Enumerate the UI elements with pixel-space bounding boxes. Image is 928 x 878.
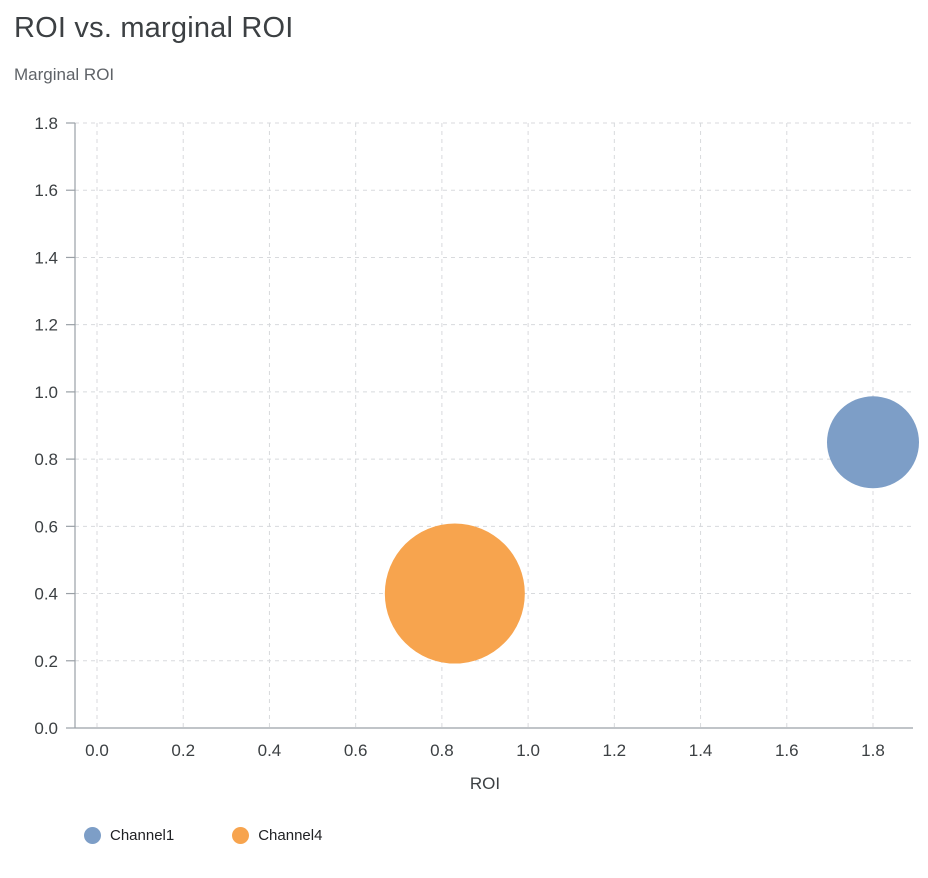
y-tick-label: 1.4 xyxy=(34,248,58,267)
chart-card: ROI vs. marginal ROI Marginal ROI 0.0 0.2… xyxy=(14,12,928,844)
y-tick-label: 0.8 xyxy=(34,450,58,469)
y-tick-label: 1.8 xyxy=(34,114,58,133)
x-tick-label: 1.4 xyxy=(689,741,713,760)
y-tick-label: 0.4 xyxy=(34,585,58,604)
x-axis-title: ROI xyxy=(470,774,500,793)
x-tick-label: 1.0 xyxy=(516,741,540,760)
legend-dot-channel1 xyxy=(84,827,101,844)
y-tick-label: 0.2 xyxy=(34,652,58,671)
legend-label: Channel4 xyxy=(258,827,323,844)
bubbles xyxy=(384,396,919,664)
x-tick-label: 0.6 xyxy=(344,741,368,760)
bubble-channel1[interactable] xyxy=(827,396,919,489)
y-tick-label: 1.0 xyxy=(34,383,58,402)
legend-label: Channel1 xyxy=(110,827,175,844)
bubble-channel4[interactable] xyxy=(384,523,525,664)
bubble-chart: 0.0 0.2 0.4 0.6 0.8 1.0 1.2 1.4 1.6 1.8 0.0 0.2 0.4 0… xyxy=(34,114,919,793)
y-tick-label: 1.2 xyxy=(34,316,58,335)
x-tick-label: 1.6 xyxy=(775,741,799,760)
legend-item-channel4: Channel4 xyxy=(232,827,322,844)
legend-item-channel1: Channel1 xyxy=(84,827,174,844)
x-tick-label: 0.4 xyxy=(258,741,282,760)
x-tick-label: 1.8 xyxy=(861,741,885,760)
axes xyxy=(66,122,913,729)
legend: Channel1 Channel4 xyxy=(84,827,928,844)
y-tick-label: 0.0 xyxy=(34,719,58,738)
y-axis-title: Marginal ROI xyxy=(14,65,115,84)
x-tick-label: 0.8 xyxy=(430,741,454,760)
chart-title: ROI vs. marginal ROI xyxy=(14,12,294,44)
gridlines xyxy=(75,122,913,728)
x-tick-label: 0.0 xyxy=(85,741,109,760)
y-tick-label: 1.6 xyxy=(34,181,58,200)
y-tick-label: 0.6 xyxy=(34,517,58,536)
x-tick-label: 0.2 xyxy=(171,741,195,760)
legend-dot-channel4 xyxy=(232,827,250,844)
x-tick-label: 1.2 xyxy=(603,741,627,760)
tick-labels: 0.0 0.2 0.4 0.6 0.8 1.0 1.2 1.4 1.6 1.8 0.0 0.2 0.4 0… xyxy=(34,114,884,760)
